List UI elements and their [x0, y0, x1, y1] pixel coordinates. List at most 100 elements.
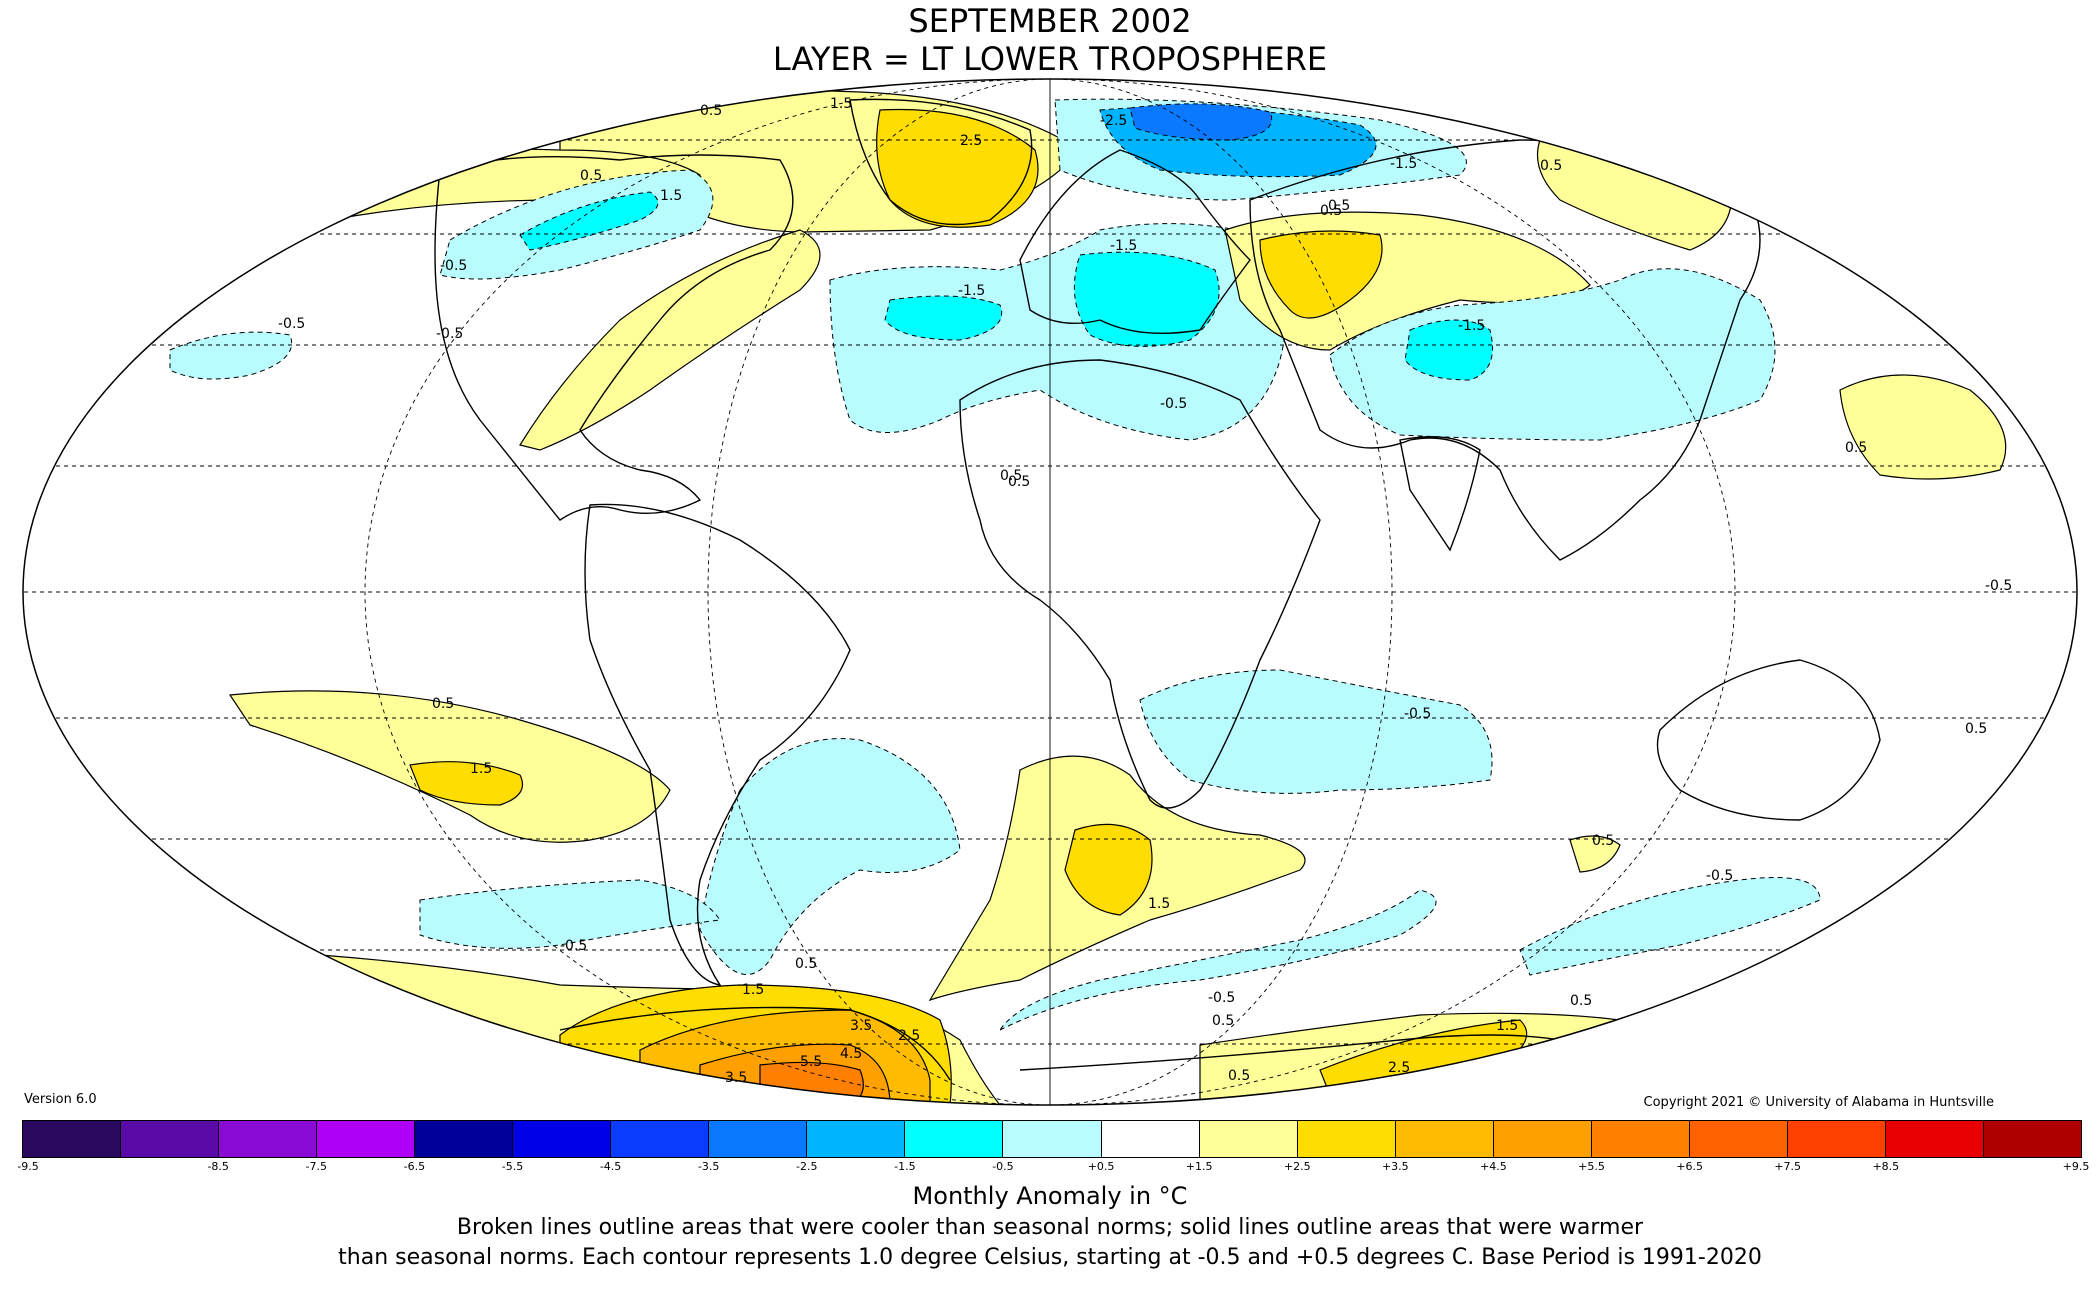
anomaly-region-34 — [1519, 877, 1821, 976]
colorbar-swatch — [1689, 1121, 1788, 1157]
contour-label: 2.5 — [1388, 1060, 1410, 1076]
colorbar-swatch — [317, 1121, 416, 1157]
colorbar-tick-label: -3.5 — [697, 1160, 720, 1173]
copyright-notice: Copyright 2021 © University of Alabama i… — [1643, 1095, 1994, 1110]
contour-label: 0.5 — [1008, 474, 1030, 490]
colorbar-tick-label: +8.5 — [1872, 1160, 1900, 1173]
contour-label: 0.5 — [580, 168, 602, 184]
colorbar-label: Monthly Anomaly in °C — [912, 1182, 1188, 1210]
anomaly-region-17 — [1839, 374, 2007, 480]
contour-label: -0.5 — [436, 326, 463, 342]
contour-label: 0.5 — [1592, 833, 1614, 849]
anomaly-region-4 — [519, 191, 659, 251]
anomaly-region-15 — [1404, 319, 1493, 381]
anomaly-region-18 — [169, 331, 292, 380]
colorbar-tick-label: -7.5 — [305, 1160, 328, 1173]
map-title: SEPTEMBER 2002 — [908, 2, 1192, 40]
legend-note-line2: than seasonal norms. Each contour repres… — [338, 1245, 1762, 1270]
colorbar-tick-label: +7.5 — [1774, 1160, 1802, 1173]
colorbar-swatch — [1101, 1121, 1200, 1157]
version-label: Version 6.0 — [24, 1092, 97, 1107]
colorbar-tick-label: +1.5 — [1185, 1160, 1213, 1173]
contour-label: 0.5 — [1540, 158, 1562, 174]
contour-label: 0.5 — [1965, 721, 1987, 737]
anomaly-fills — [169, 90, 2007, 1105]
contour-label: 0.5 — [1000, 468, 1022, 484]
anomaly-region-21 — [699, 738, 961, 976]
colorbar-swatch — [219, 1121, 318, 1157]
africa-outline — [959, 359, 1321, 809]
colorbar-tick-label: -4.5 — [599, 1160, 622, 1173]
india-outline — [1399, 436, 1481, 552]
colorbar-tick-label: -8.5 — [207, 1160, 229, 1173]
contour-label: 0.5 — [1228, 1068, 1250, 1084]
contour-label: 0.5 — [795, 956, 817, 972]
world-anomaly-map: 0.5 1.5 2.5 0.5 1.5 -0.5 -0.5 -0.5 -1.5 … — [22, 78, 2078, 1106]
contour-label: 5.5 — [800, 1054, 822, 1070]
contour-label: 0.5 — [700, 103, 722, 119]
contour-label: -0.5 — [1208, 990, 1235, 1006]
south-america-outline — [584, 503, 851, 986]
colorbar-swatch — [1493, 1121, 1592, 1157]
colorbar-swatch — [415, 1121, 514, 1157]
colorbar-tick-label: +2.5 — [1283, 1160, 1311, 1173]
colorbar-swatch — [905, 1121, 1004, 1157]
australia-outline — [1656, 659, 1881, 821]
contour-label: -0.5 — [440, 258, 467, 274]
colorbar-tick-label: +6.5 — [1676, 1160, 1703, 1173]
contour-label: 1.5 — [1148, 896, 1170, 912]
colorbar-swatch — [1591, 1121, 1690, 1157]
colorbar-tick-label: +0.5 — [1087, 1160, 1115, 1173]
contour-label: 0.5 — [432, 696, 454, 712]
anomaly-region-5 — [519, 229, 821, 451]
contour-label: 1.5 — [830, 96, 852, 112]
greenland-outline — [849, 98, 1033, 226]
europe-outline — [1019, 149, 1251, 335]
colorbar-swatch — [1297, 1121, 1396, 1157]
contour-label: -1.5 — [1110, 238, 1137, 254]
colorbar-swatch — [121, 1121, 220, 1157]
colorbar-tick-label: -0.5 — [992, 1160, 1014, 1173]
contour-label: 2.5 — [898, 1028, 920, 1044]
colorbar-swatch — [1787, 1121, 1886, 1157]
contour-label: 0.5 — [1328, 198, 1350, 214]
colorbar-tick-label: +5.5 — [1578, 1160, 1605, 1173]
colorbar-swatch — [513, 1121, 612, 1157]
north-america-outline — [434, 154, 794, 521]
colorbar-swatch — [1199, 1121, 1298, 1157]
colorbar-swatch — [807, 1121, 906, 1157]
graticule — [23, 79, 2077, 1105]
colorbar-tick-label: -1.5 — [894, 1160, 916, 1173]
contour-label: 1.5 — [1496, 1018, 1518, 1034]
contour-label: 1.5 — [470, 761, 492, 777]
contour-label: 3.5 — [850, 1018, 872, 1034]
colorbar-tick-label: +4.5 — [1480, 1160, 1507, 1173]
colorbar-swatch — [1885, 1121, 1984, 1157]
colorbar-tick-label: -5.5 — [501, 1160, 524, 1173]
anomaly-region-31 — [998, 889, 1437, 1032]
anomaly-region-24 — [1569, 835, 1621, 873]
contour-label: -0.5 — [1160, 396, 1187, 412]
colorbar-swatch — [1395, 1121, 1494, 1157]
colorbar-swatch — [1003, 1121, 1102, 1157]
contour-label: -0.5 — [278, 316, 305, 332]
anomaly-region-11 — [1073, 251, 1220, 347]
anomaly-region-22 — [1139, 669, 1493, 794]
anomaly-region-25 — [1064, 823, 1153, 916]
colorbar-tick-label: -6.5 — [403, 1160, 426, 1173]
anomaly-region-20 — [409, 761, 524, 806]
anomaly-region-35 — [419, 879, 721, 949]
contour-label: -1.5 — [1390, 156, 1417, 172]
antarctica-outline — [559, 1006, 1561, 1081]
map-subtitle: LAYER = LT LOWER TROPOSPHERE — [772, 40, 1328, 78]
colorbar-tick-label: +9.5 — [2062, 1160, 2090, 1173]
colorbar-ticks: -9.5 -8.5 -7.5 -6.5 -5.5 -4.5 -3.5 -2.5 -1.5 -0.5… — [17, 1160, 2089, 1178]
colorbar-swatch — [611, 1121, 710, 1157]
contour-label: -1.5 — [958, 283, 985, 299]
contour-label: -2.5 — [1100, 113, 1127, 129]
contour-label: 0.5 — [1320, 203, 1342, 219]
contour-label: 1.5 — [742, 982, 764, 998]
contour-label: -0.5 — [560, 938, 587, 954]
colorbar — [22, 1120, 2082, 1158]
anomaly-region-8 — [1129, 103, 1272, 141]
